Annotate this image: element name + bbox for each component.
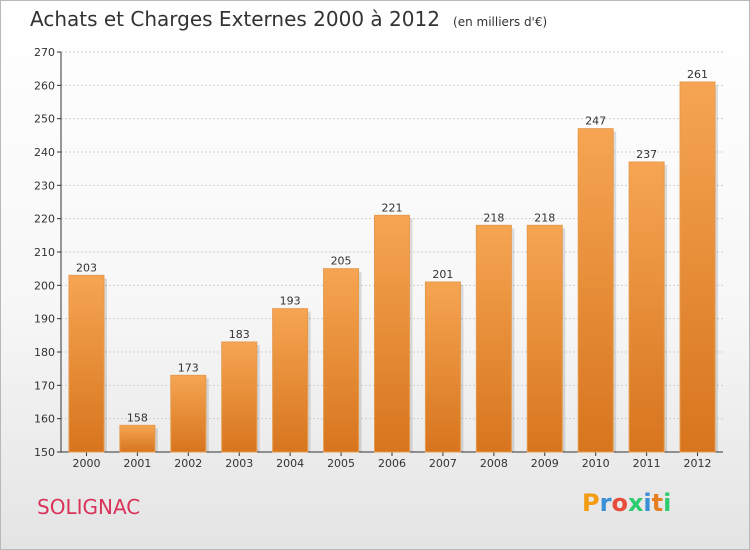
y-tick-label: 220: [34, 213, 55, 226]
x-tick-label-2002: 2002: [174, 457, 202, 470]
x-tick-label-2011: 2011: [633, 457, 661, 470]
bar-2004: [272, 308, 309, 453]
town-name: SOLIGNAC: [37, 495, 141, 519]
data-label-2001: 158: [127, 411, 148, 424]
data-labels: 203 158 173 183 193 205 221 201 218 218 247 237 261: [76, 68, 708, 424]
y-tick-label: 170: [34, 379, 55, 392]
y-tick-label: 150: [34, 446, 55, 459]
x-tick-label-2009: 2009: [531, 457, 559, 470]
x-tick-label-2008: 2008: [480, 457, 508, 470]
x-tick-label-2007: 2007: [429, 457, 457, 470]
title-row: Achats et Charges Externes 2000 à 2012 (…: [30, 7, 547, 31]
data-label-2009: 218: [534, 211, 555, 224]
chart-subtitle: (en milliers d'€): [453, 15, 548, 29]
y-tick-label: 200: [34, 279, 55, 292]
logo-letter: P: [582, 489, 600, 517]
bar-2009: [526, 224, 563, 453]
logo-letter: r: [599, 489, 612, 517]
data-label-2007: 201: [432, 268, 453, 281]
y-tick-label: 270: [34, 46, 55, 59]
data-label-2000: 203: [76, 261, 97, 274]
x-tick-label-2004: 2004: [276, 457, 304, 470]
y-tick-label: 210: [34, 246, 55, 259]
y-tick-label: 160: [34, 413, 55, 426]
x-tick-label-2006: 2006: [378, 457, 406, 470]
bars: [68, 81, 719, 453]
data-label-2011: 237: [636, 148, 657, 161]
bar-2007: [424, 281, 461, 453]
y-tick-label: 240: [34, 146, 55, 159]
x-tick-label-2003: 2003: [225, 457, 253, 470]
bar-2010: [577, 128, 614, 453]
data-label-2004: 193: [280, 295, 301, 308]
logo-letter: x: [627, 489, 644, 517]
bar-2012: [679, 81, 716, 453]
bar-2008: [475, 224, 512, 453]
y-tick-label: 230: [34, 179, 55, 192]
logo-letter: t: [651, 489, 664, 517]
bar-2005: [323, 268, 360, 453]
bar-2003: [221, 341, 258, 453]
chart-title: Achats et Charges Externes 2000 à 2012: [30, 7, 440, 31]
data-label-2002: 173: [178, 361, 199, 374]
x-tick-label-2000: 2000: [72, 457, 100, 470]
bar-2011: [628, 161, 665, 453]
bar-2002: [170, 374, 207, 453]
logo-letter: i: [663, 489, 672, 517]
x-tick-label-2001: 2001: [123, 457, 151, 470]
data-label-2003: 183: [229, 328, 250, 341]
bar-2006: [374, 214, 410, 453]
x-tick-label-2012: 2012: [684, 457, 712, 470]
x-tick-label-2005: 2005: [327, 457, 355, 470]
data-label-2005: 205: [331, 255, 352, 268]
bar-2001: [119, 424, 156, 453]
y-tick-label: 260: [34, 79, 55, 92]
logo-letter: i: [643, 489, 652, 517]
y-tick-label: 180: [34, 346, 55, 359]
data-label-2006: 221: [382, 201, 403, 214]
y-tick-label: 190: [34, 313, 55, 326]
data-label-2008: 218: [483, 211, 504, 224]
proxiti-logo: Proxiti: [582, 489, 671, 517]
bar-2000: [68, 274, 105, 453]
data-label-2010: 247: [585, 115, 606, 128]
y-tick-label: 250: [34, 113, 55, 126]
data-label-2012: 261: [687, 68, 708, 81]
logo-letter: o: [611, 489, 628, 517]
x-tick-label-2010: 2010: [582, 457, 610, 470]
